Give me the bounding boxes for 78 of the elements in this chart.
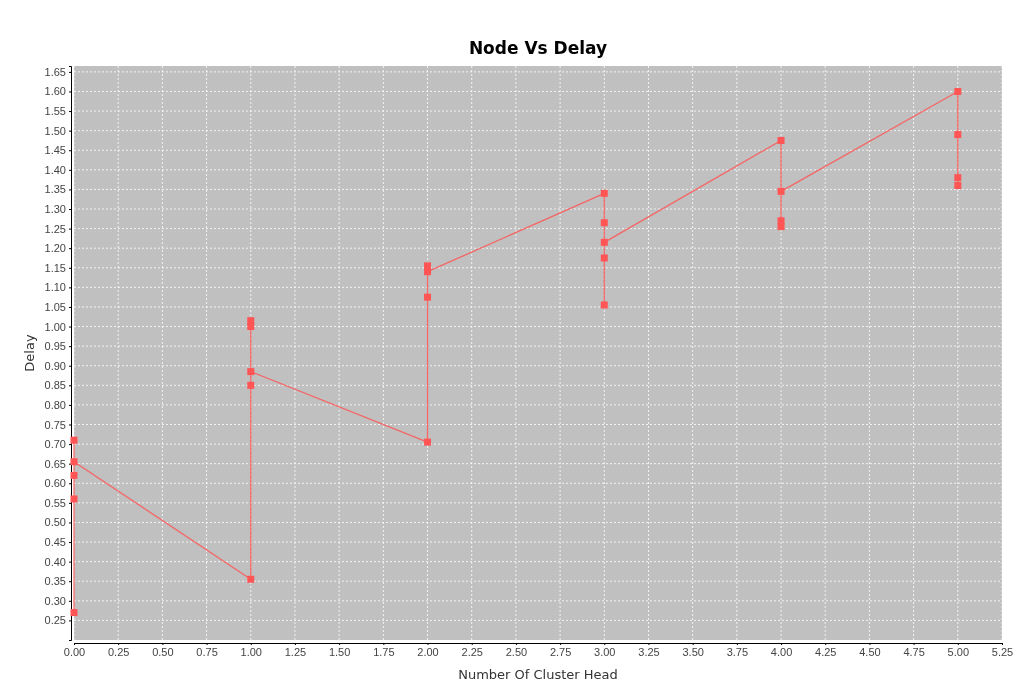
- y-tick-label: 0.75: [44, 418, 66, 431]
- x-tick-label: 5.00: [947, 645, 970, 658]
- point: [247, 368, 255, 376]
- y-tick-label: 0.50: [44, 516, 66, 529]
- point: [600, 254, 608, 262]
- y-tick-label: 1.40: [44, 163, 66, 176]
- y-tick-label: 1.30: [44, 203, 66, 216]
- point: [954, 87, 962, 95]
- y-tick-label: 0.95: [44, 340, 66, 353]
- y-tick-label: 1.55: [44, 105, 66, 118]
- point: [247, 575, 255, 583]
- x-tick-label: 1.75: [373, 645, 395, 658]
- point: [600, 219, 608, 227]
- y-tick-label: 1.05: [44, 300, 66, 313]
- x-tick-label: 3.00: [594, 645, 616, 658]
- y-tick-label: 0.60: [44, 477, 66, 490]
- y-tick-label: 1.50: [44, 124, 66, 137]
- point: [424, 293, 432, 301]
- y-tick-label: 1.00: [44, 320, 66, 333]
- y-tick-label: 0.65: [44, 457, 66, 470]
- point: [600, 189, 608, 197]
- point: [600, 238, 608, 246]
- y-tick-label: 1.25: [44, 222, 66, 235]
- x-tick-label: 1.50: [328, 645, 351, 658]
- x-tick-label: 2.50: [505, 645, 528, 658]
- x-tick-label: 1.00: [240, 645, 262, 658]
- y-tick-label: 1.35: [44, 183, 66, 196]
- y-tick-label: 1.65: [44, 65, 66, 78]
- x-tick-label: 4.25: [815, 645, 837, 658]
- x-tick-label: 3.75: [726, 645, 749, 658]
- point: [600, 301, 608, 309]
- point: [777, 187, 785, 195]
- y-tick-label: 1.20: [44, 242, 66, 255]
- y-tick-label: 0.40: [44, 555, 66, 568]
- x-tick-label: 2.00: [417, 645, 439, 658]
- point: [247, 381, 255, 389]
- x-tick-label: 0.25: [107, 645, 130, 658]
- y-tick-label: 0.80: [44, 398, 66, 411]
- y-tick-label: 1.60: [44, 85, 66, 98]
- point: [954, 174, 962, 182]
- x-tick-label: 0.50: [152, 645, 174, 658]
- point: [70, 458, 78, 466]
- x-tick-label: 4.50: [859, 645, 881, 658]
- x-tick-label: 4.75: [903, 645, 925, 658]
- y-axis-title: Delay: [22, 334, 37, 372]
- y-tick-label: 0.70: [44, 438, 66, 451]
- point: [70, 436, 78, 444]
- x-tick-label: 3.50: [682, 645, 704, 658]
- point: [70, 471, 78, 479]
- point: [954, 131, 962, 139]
- point: [777, 136, 785, 144]
- point: [424, 268, 432, 276]
- point: [777, 223, 785, 231]
- y-tick-label: 0.30: [44, 594, 66, 607]
- x-tick-label: 2.75: [549, 645, 572, 658]
- point: [424, 438, 432, 446]
- y-tick-label: 0.25: [44, 614, 66, 627]
- x-tick-label: 0.00: [63, 645, 86, 658]
- x-tick-label: 5.25: [991, 645, 1014, 658]
- point: [70, 609, 78, 617]
- x-tick-label: 2.25: [461, 645, 483, 658]
- x-tick-label: 1.25: [284, 645, 307, 658]
- x-axis-title: Number Of Cluster Head: [458, 667, 618, 682]
- y-tick-label: 0.55: [44, 496, 66, 509]
- x-tick-label: 4.00: [770, 645, 793, 658]
- point: [70, 495, 78, 503]
- y-tick-label: 0.85: [44, 379, 66, 392]
- x-tick-label: 0.75: [196, 645, 218, 658]
- y-tick-label: 1.15: [44, 261, 66, 274]
- point: [247, 323, 255, 331]
- chart-title: Node Vs Delay: [468, 38, 608, 58]
- y-tick-label: 0.90: [44, 359, 66, 372]
- x-tick-label: 3.25: [638, 645, 660, 658]
- y-tick-label: 0.45: [44, 536, 66, 549]
- point: [954, 182, 962, 189]
- y-tick-label: 1.10: [44, 281, 66, 294]
- y-tick-label: 1.45: [44, 144, 66, 157]
- y-tick-label: 0.35: [44, 575, 66, 588]
